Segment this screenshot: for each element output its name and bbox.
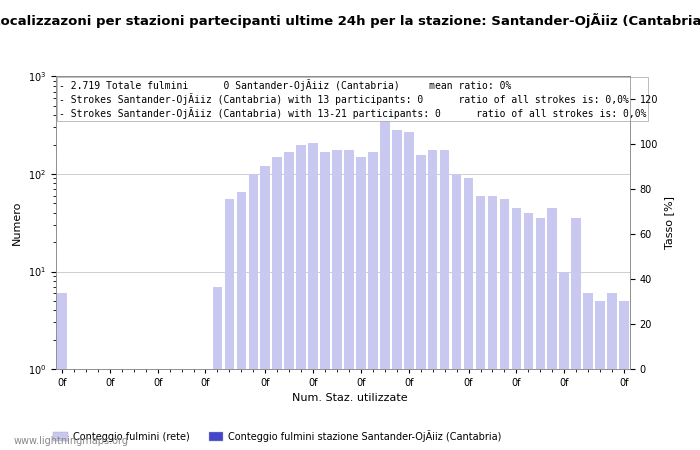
- Bar: [512, 208, 522, 450]
- Bar: [595, 301, 605, 450]
- Bar: [464, 179, 473, 450]
- Text: www.lightningmaps.org: www.lightningmaps.org: [14, 436, 129, 446]
- Y-axis label: Numero: Numero: [13, 201, 22, 245]
- Bar: [452, 174, 461, 450]
- Bar: [536, 218, 545, 450]
- Bar: [608, 293, 617, 450]
- Bar: [81, 369, 91, 450]
- Bar: [488, 196, 497, 450]
- Bar: [392, 130, 402, 450]
- Bar: [164, 369, 174, 450]
- Bar: [117, 369, 127, 450]
- Bar: [213, 287, 222, 450]
- Text: - 2.719 Totale fulmini      0 Santander-OjÃiiz (Cantabria)     mean ratio: 0%
- : - 2.719 Totale fulmini 0 Santander-OjÃii…: [59, 79, 646, 119]
- Bar: [380, 117, 390, 450]
- Bar: [248, 174, 258, 450]
- Bar: [416, 155, 426, 450]
- Bar: [69, 369, 78, 450]
- Bar: [201, 369, 210, 450]
- Bar: [237, 192, 246, 450]
- Bar: [547, 208, 557, 450]
- Bar: [260, 166, 270, 450]
- Bar: [189, 369, 198, 450]
- Bar: [129, 369, 139, 450]
- Bar: [356, 157, 365, 450]
- Bar: [225, 199, 235, 450]
- Bar: [571, 218, 581, 450]
- Bar: [141, 369, 150, 450]
- Bar: [153, 369, 162, 450]
- Bar: [332, 150, 342, 450]
- Bar: [583, 293, 593, 450]
- Y-axis label: Tasso [%]: Tasso [%]: [664, 196, 674, 249]
- Bar: [559, 271, 569, 450]
- Bar: [368, 152, 378, 450]
- Bar: [620, 301, 629, 450]
- Bar: [308, 143, 318, 450]
- Text: Localizzazoni per stazioni partecipanti ultime 24h per la stazione: Santander-Oj: Localizzazoni per stazioni partecipanti …: [0, 14, 700, 28]
- Bar: [284, 152, 294, 450]
- Bar: [344, 150, 354, 450]
- Bar: [105, 369, 115, 450]
- Bar: [93, 369, 103, 450]
- Bar: [524, 213, 533, 450]
- Bar: [57, 293, 66, 450]
- Bar: [321, 152, 330, 450]
- Text: Num. Staz. utilizzate: Num. Staz. utilizzate: [292, 393, 408, 403]
- Bar: [404, 132, 414, 450]
- Bar: [177, 369, 186, 450]
- Bar: [500, 199, 509, 450]
- Bar: [428, 150, 438, 450]
- Bar: [440, 150, 449, 450]
- Bar: [272, 157, 282, 450]
- Bar: [296, 144, 306, 450]
- Bar: [476, 196, 485, 450]
